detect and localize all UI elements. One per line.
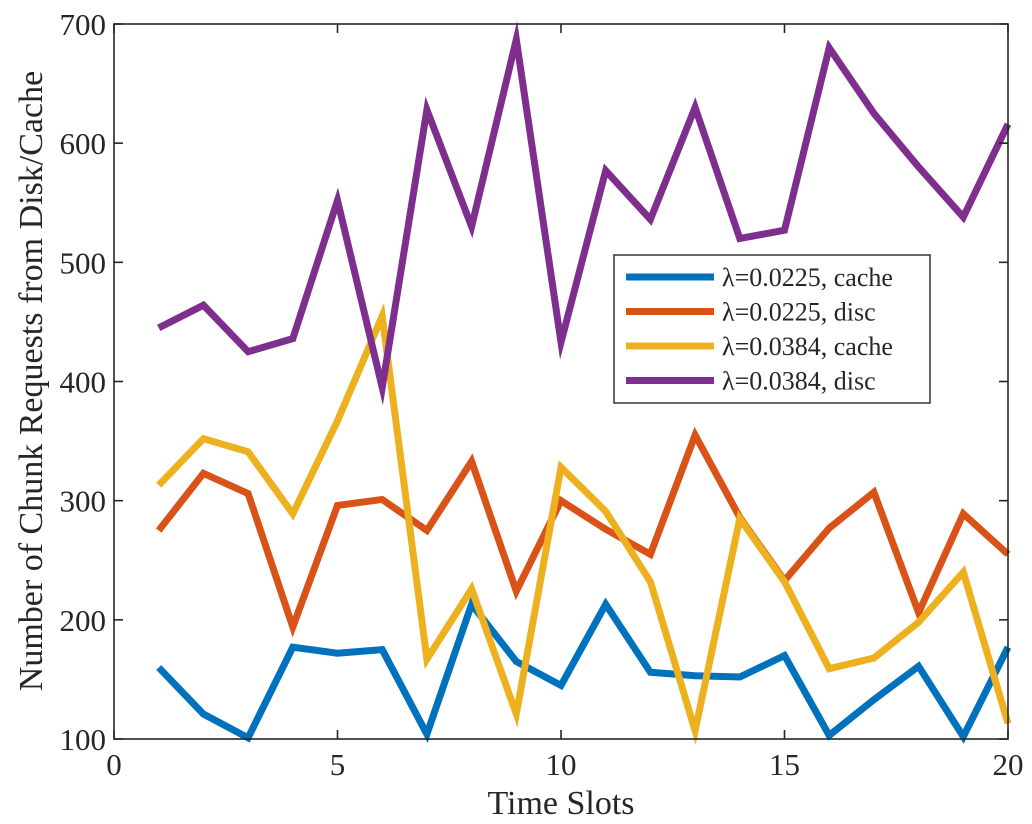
y-tick-label: 500 bbox=[60, 245, 107, 280]
y-tick-label: 400 bbox=[60, 365, 107, 400]
legend-label-4: λ=0.0384, disc bbox=[722, 367, 876, 396]
y-tick-label: 100 bbox=[60, 722, 107, 757]
x-axis-label: Time Slots bbox=[487, 785, 634, 822]
legend-label-3: λ=0.0384, cache bbox=[722, 332, 893, 361]
series-line-2 bbox=[155, 426, 1011, 638]
series-layer bbox=[155, 21, 1012, 745]
y-axis-label: Number of Chunk Requests from Disk/Cache bbox=[13, 71, 50, 691]
axis-ticks: 0 5 10 15 20 100 200 300 400 500 600 700 bbox=[60, 7, 1024, 782]
y-tick-label: 200 bbox=[60, 603, 107, 638]
series-line-4 bbox=[157, 21, 1012, 406]
x-tick-label: 10 bbox=[546, 747, 577, 782]
legend-label-2: λ=0.0225, disc bbox=[722, 298, 876, 327]
x-tick-label: 0 bbox=[106, 747, 122, 782]
y-tick-label: 300 bbox=[60, 484, 107, 519]
series-line-3 bbox=[156, 302, 1012, 745]
y-tick-label: 700 bbox=[60, 7, 107, 42]
legend-label-1: λ=0.0225, cache bbox=[722, 263, 893, 292]
series-line-1 bbox=[156, 597, 1012, 744]
x-tick-label: 5 bbox=[330, 747, 346, 782]
legend: λ=0.0225, cache λ=0.0225, disc λ=0.0384, c… bbox=[613, 254, 931, 404]
x-tick-label: 15 bbox=[769, 747, 800, 782]
x-tick-label: 20 bbox=[993, 747, 1024, 782]
y-tick-label: 600 bbox=[60, 126, 107, 161]
